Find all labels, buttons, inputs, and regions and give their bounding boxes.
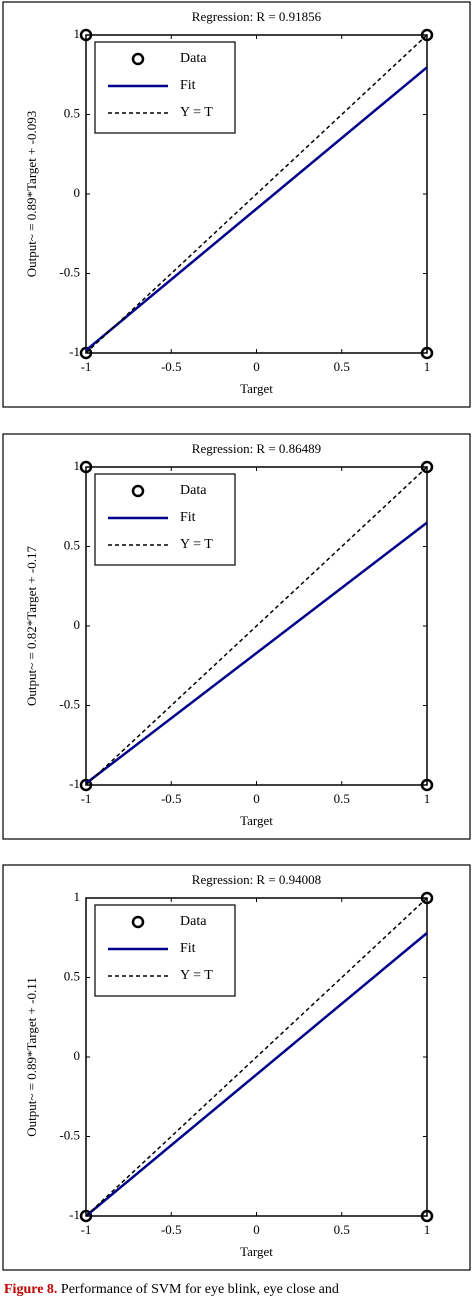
chart-panel: Regression: R = 0.91856 Target Output~ = 0… <box>2 1 471 408</box>
y-tick-label: 1 <box>74 26 81 41</box>
data-point <box>79 1209 93 1223</box>
y-tick-label: 1 <box>74 458 81 473</box>
identity-line <box>85 34 428 354</box>
legend <box>94 473 236 566</box>
data-point <box>79 346 93 360</box>
legend-label: Data <box>180 483 207 498</box>
data-point <box>420 891 434 905</box>
y-tick-label: -0.5 <box>59 1127 80 1142</box>
legend-symbol <box>131 484 145 498</box>
y-tick-label: -0.5 <box>59 264 80 279</box>
data-point <box>79 28 93 42</box>
data-point <box>420 460 434 474</box>
legend-label: Y = T <box>180 537 213 552</box>
plot-frame <box>85 897 428 1217</box>
chart-title: Regression: R = 0.94008 <box>192 872 321 887</box>
data-point <box>79 778 93 792</box>
x-tick-label: 0.5 <box>334 791 350 806</box>
chart-panel: Regression: R = 0.94008 Target Output~ = 0… <box>2 864 471 1271</box>
x-tick-label: -1 <box>81 359 92 374</box>
x-tick-label: 0 <box>253 1222 260 1237</box>
legend-label: Fit <box>180 78 196 93</box>
y-axis-label: Output~ = 0.89*Target + -0.11 <box>24 977 39 1136</box>
y-tick-label: 0 <box>74 1048 81 1063</box>
x-axis-label: Target <box>240 1244 273 1259</box>
data-point <box>420 28 434 42</box>
legend-label: Y = T <box>180 105 213 120</box>
x-tick-label: 1 <box>424 359 431 374</box>
y-tick-label: -0.5 <box>59 696 80 711</box>
legend <box>94 904 236 997</box>
legend-symbol <box>131 915 145 929</box>
x-tick-label: -0.5 <box>161 359 182 374</box>
fit-line <box>85 521 428 785</box>
y-tick-label: -1 <box>69 344 80 359</box>
y-tick-label: 0 <box>74 185 81 200</box>
x-tick-label: -0.5 <box>161 791 182 806</box>
x-tick-label: 0 <box>253 791 260 806</box>
legend-label: Data <box>180 51 207 66</box>
y-tick-label: -1 <box>69 776 80 791</box>
x-axis-label: Target <box>240 381 273 396</box>
fit-line <box>85 66 428 352</box>
x-tick-label: 1 <box>424 1222 431 1237</box>
identity-line <box>85 897 428 1217</box>
legend-label: Y = T <box>180 968 213 983</box>
y-tick-label: 0.5 <box>64 537 80 552</box>
data-point <box>79 460 93 474</box>
identity-line <box>85 466 428 786</box>
x-tick-label: 0 <box>253 359 260 374</box>
panel-border <box>2 1 471 408</box>
fit-line <box>85 932 428 1217</box>
data-point <box>420 346 434 360</box>
legend-label: Data <box>180 914 207 929</box>
chart-title: Regression: R = 0.91856 <box>192 9 322 24</box>
plot-frame <box>85 34 428 354</box>
panel-border <box>2 433 471 840</box>
x-tick-label: 0.5 <box>334 1222 350 1237</box>
x-tick-label: -1 <box>81 791 92 806</box>
y-tick-label: 1 <box>74 889 81 904</box>
y-tick-label: -1 <box>69 1207 80 1222</box>
caption: Figure 8. Performance of SVM for eye bli… <box>4 1282 339 1297</box>
y-axis-label: Output~ = 0.82*Target + -0.17 <box>24 546 39 706</box>
legend-symbol <box>131 52 145 66</box>
x-tick-label: -0.5 <box>161 1222 182 1237</box>
x-tick-label: -1 <box>81 1222 92 1237</box>
x-tick-label: 0.5 <box>334 359 350 374</box>
legend-label: Fit <box>180 941 196 956</box>
data-point <box>420 778 434 792</box>
data-point <box>420 1209 434 1223</box>
y-tick-label: 0 <box>74 617 81 632</box>
y-axis-label: Output~ = 0.89*Target + -0.093 <box>24 111 39 277</box>
y-tick-label: 0.5 <box>64 105 80 120</box>
x-axis-label: Target <box>240 813 273 828</box>
legend-label: Fit <box>180 510 196 525</box>
chart-title: Regression: R = 0.86489 <box>192 441 321 456</box>
chart-panel: Regression: R = 0.86489 Target Output~ = 0… <box>2 433 471 840</box>
caption-label: Figure 8. <box>4 1282 57 1297</box>
plot-frame <box>85 466 428 786</box>
panel-border <box>2 864 471 1271</box>
caption-text: Performance of SVM for eye blink, eye cl… <box>61 1282 339 1297</box>
legend <box>94 41 236 134</box>
y-tick-label: 0.5 <box>64 968 80 983</box>
x-tick-label: 1 <box>424 791 431 806</box>
